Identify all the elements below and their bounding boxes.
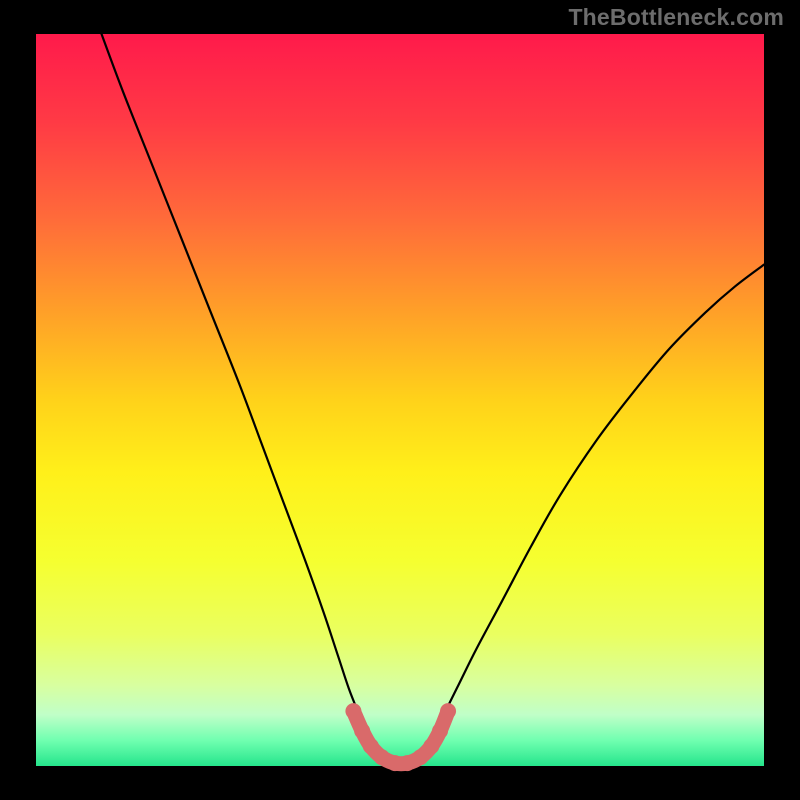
bottleneck-chart: [0, 0, 800, 800]
chart-frame: { "type": "line-over-gradient", "canvas"…: [0, 0, 800, 800]
highlight-dot: [440, 703, 456, 719]
watermark-text: TheBottleneck.com: [568, 4, 784, 31]
highlight-dot: [345, 703, 361, 719]
highlight-dot: [432, 723, 448, 739]
highlight-dot: [423, 738, 439, 754]
highlight-dot: [354, 723, 370, 739]
